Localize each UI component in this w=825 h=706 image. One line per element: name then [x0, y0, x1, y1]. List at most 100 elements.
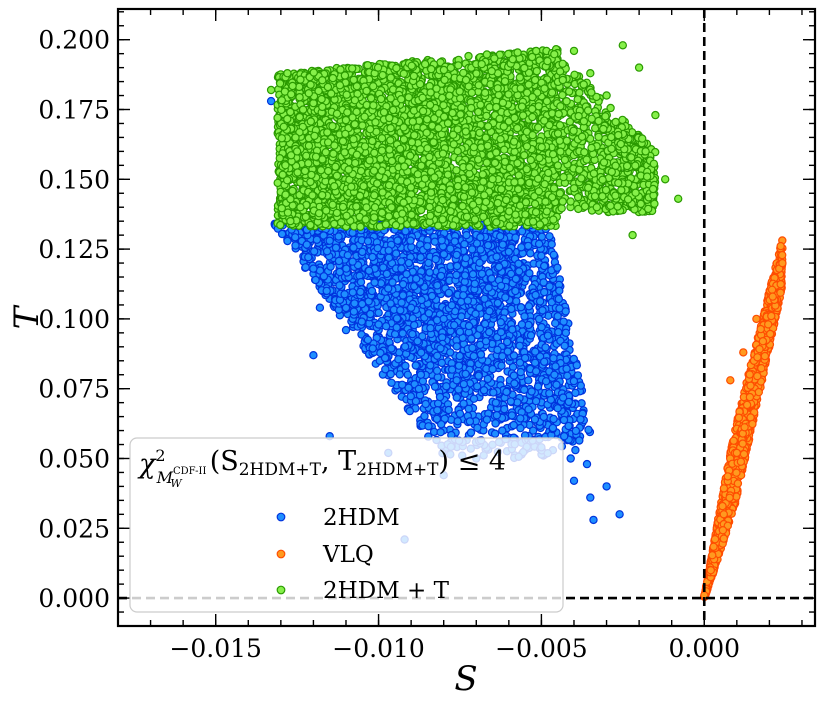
point-2hdm — [541, 377, 551, 386]
point-2hdm — [452, 270, 461, 280]
point-2hdm — [511, 274, 521, 284]
point-2hdm — [364, 266, 374, 275]
point-2hdm — [357, 317, 366, 326]
point-2hdm — [341, 303, 351, 313]
point-vlq — [733, 479, 743, 488]
point-2hdm — [384, 253, 394, 262]
point-vlq — [776, 288, 785, 297]
point-2hdm — [571, 445, 580, 455]
point-2hdm — [466, 428, 476, 437]
point-2hdm — [468, 343, 477, 353]
point-vlq — [745, 370, 754, 379]
point-vlq — [736, 457, 746, 466]
point-2hdm — [452, 342, 461, 351]
point-vlq — [729, 436, 738, 445]
point-2hdm — [432, 316, 442, 325]
point-2hdm — [433, 351, 442, 360]
point-2hdm — [457, 312, 466, 321]
point-2hdm — [384, 284, 393, 293]
point-2hdm — [531, 290, 540, 300]
point-vlq — [740, 423, 749, 432]
point-vlq — [758, 337, 768, 346]
point-2hdm — [343, 250, 352, 260]
point-vlq — [739, 449, 749, 459]
point-2hdm — [309, 264, 318, 273]
point-2hdm — [452, 393, 461, 402]
point-2hdm — [511, 286, 520, 296]
point-2hdm — [569, 376, 579, 386]
point-2hdm — [535, 297, 545, 306]
point-2hdm — [469, 394, 479, 403]
point-2hdm — [452, 261, 462, 271]
point-2hdm — [549, 250, 559, 259]
point-2hdm — [516, 367, 525, 377]
point-2hdm — [488, 364, 497, 374]
point-vlq — [710, 535, 720, 544]
point-2hdm — [479, 386, 489, 395]
point-2hdm — [473, 423, 482, 433]
point-2hdm — [553, 312, 562, 321]
point-2hdm — [482, 415, 492, 424]
point-2hdm — [481, 337, 491, 346]
point-2hdm — [367, 286, 377, 296]
point-2hdm — [398, 291, 408, 300]
point-2hdm — [473, 382, 482, 391]
point-vlq — [764, 320, 773, 329]
point-2hdm — [491, 419, 500, 428]
point-2hdm — [553, 404, 562, 413]
point-2hdm — [400, 342, 410, 351]
point-2hdm — [469, 351, 478, 361]
point-2hdm — [551, 362, 560, 371]
point-2hdm — [446, 348, 455, 357]
point-2hdm — [566, 454, 575, 463]
point-2hdm — [498, 426, 507, 435]
point-2hdm — [461, 369, 470, 379]
point-2hdm — [450, 237, 459, 246]
point-vlq — [778, 258, 787, 268]
point-2hdm — [483, 374, 492, 384]
point-2hdm — [432, 366, 442, 375]
point-2hdm — [425, 268, 434, 277]
point-2hdm — [512, 297, 521, 306]
point-2hdm — [460, 239, 469, 249]
point-vlq — [757, 364, 766, 373]
point-2hdm — [498, 240, 507, 249]
point-2hdm — [547, 239, 556, 249]
point-2hdm — [509, 371, 519, 380]
point-vlq — [745, 392, 755, 402]
point-2hdm — [582, 459, 592, 469]
point-2hdm — [520, 353, 530, 363]
point-2hdm — [392, 323, 401, 332]
point-2hdm — [302, 240, 311, 249]
point-vlq — [760, 351, 770, 361]
point-2hdm — [537, 322, 546, 332]
point-2hdm — [455, 351, 464, 361]
point-2hdm — [468, 270, 478, 279]
point-2hdm — [475, 258, 484, 267]
point-2hdm — [489, 388, 498, 397]
point-2hdm — [432, 414, 442, 424]
point-2hdm — [508, 325, 517, 334]
point-2hdm — [421, 399, 430, 409]
point-vlq — [754, 387, 764, 397]
point-2hdm — [514, 259, 523, 268]
point-vlq — [767, 285, 777, 294]
point-2hdm — [386, 299, 395, 308]
point-2hdm — [322, 286, 331, 296]
point-2hdm — [602, 482, 611, 491]
point-2hdm — [477, 269, 487, 278]
point-2hdm — [462, 230, 471, 240]
point-2hdm — [492, 252, 501, 261]
point-2hdm — [561, 328, 571, 337]
point-2hdm — [470, 279, 479, 288]
point-2hdm — [454, 361, 464, 370]
point-2hdm — [325, 236, 334, 245]
point-2hdm — [437, 358, 446, 368]
point-vlq — [732, 448, 742, 458]
point-2hdm — [561, 307, 570, 316]
point-2hdm — [311, 275, 320, 285]
point-2hdm — [416, 348, 426, 357]
point-vlq — [725, 493, 734, 502]
point-2hdm — [426, 361, 435, 370]
point-2hdm — [412, 274, 421, 283]
